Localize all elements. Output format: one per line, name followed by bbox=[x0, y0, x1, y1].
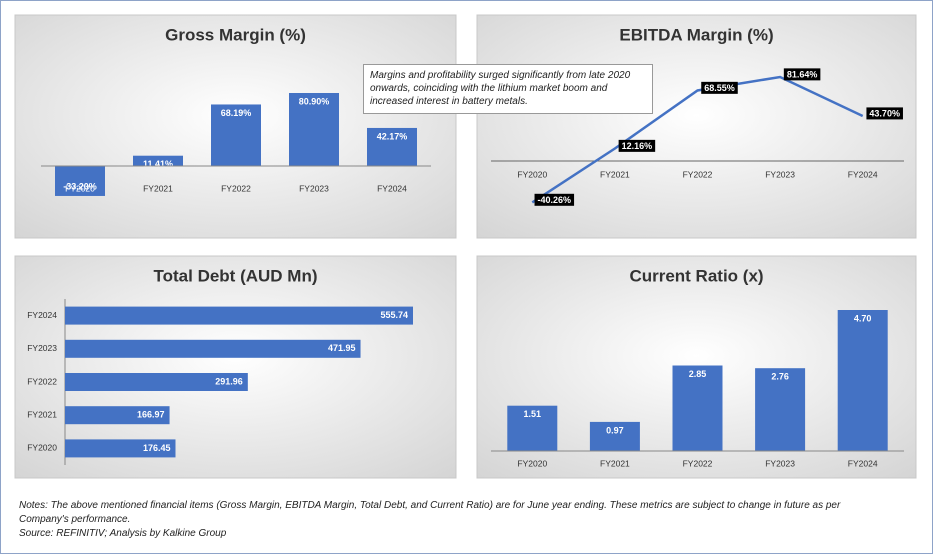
label-box bbox=[783, 68, 821, 81]
bar bbox=[672, 365, 723, 451]
value-label: 291.96 bbox=[215, 376, 243, 386]
label-box bbox=[534, 193, 575, 206]
value-label: 2.76 bbox=[771, 372, 789, 382]
x-tick-label: FY2023 bbox=[765, 169, 795, 179]
x-tick-label: FY2020 bbox=[65, 183, 95, 193]
value-label: -40.26% bbox=[538, 195, 572, 205]
y-tick-label: FY2020 bbox=[27, 443, 57, 453]
bar bbox=[133, 155, 183, 166]
label-box bbox=[866, 107, 903, 120]
bar bbox=[65, 406, 170, 425]
value-label: 68.19% bbox=[221, 108, 252, 118]
value-label: 11.41% bbox=[143, 159, 173, 169]
x-tick-label: FY2024 bbox=[848, 458, 878, 468]
x-tick-label: FY2021 bbox=[143, 183, 173, 193]
x-tick-label: FY2024 bbox=[848, 169, 878, 179]
value-label: 1.51 bbox=[524, 409, 542, 419]
y-tick-label: FY2023 bbox=[27, 343, 57, 353]
x-tick-label: FY2020 bbox=[517, 458, 547, 468]
chart-title: Total Debt (AUD Mn) bbox=[154, 266, 318, 285]
value-label: 80.90% bbox=[299, 96, 330, 106]
value-label: 166.97 bbox=[137, 410, 165, 420]
x-tick-label: FY2023 bbox=[299, 183, 329, 193]
label-box bbox=[618, 139, 656, 152]
y-tick-label: FY2024 bbox=[27, 310, 57, 320]
bar bbox=[65, 439, 176, 458]
annotation: Margins and profitability surged signifi… bbox=[363, 64, 653, 114]
bar bbox=[367, 127, 417, 166]
y-tick-label: FY2021 bbox=[27, 409, 57, 419]
value-label: 68.55% bbox=[704, 83, 735, 93]
value-label: 4.70 bbox=[854, 313, 872, 323]
value-label: 2.85 bbox=[689, 369, 707, 379]
value-label: 555.74 bbox=[380, 310, 408, 320]
value-label: 0.97 bbox=[606, 425, 624, 435]
line bbox=[531, 75, 864, 204]
bar bbox=[755, 368, 806, 451]
chart-title: EBITDA Margin (%) bbox=[619, 25, 773, 44]
bar bbox=[65, 373, 248, 391]
bar bbox=[507, 405, 558, 451]
x-tick-label: FY2024 bbox=[377, 183, 407, 193]
bar bbox=[211, 104, 261, 166]
label-box bbox=[701, 81, 738, 94]
chart-title: Current Ratio (x) bbox=[629, 266, 763, 285]
notes-block: Notes: The above mentioned financial ite… bbox=[19, 499, 849, 541]
x-tick-label: FY2022 bbox=[683, 458, 713, 468]
bar bbox=[65, 339, 361, 358]
y-tick-label: FY2022 bbox=[27, 376, 57, 386]
x-tick-label: FY2020 bbox=[517, 169, 547, 179]
x-tick-label: FY2021 bbox=[600, 458, 630, 468]
value-label: 43.70% bbox=[869, 108, 900, 118]
bar bbox=[289, 93, 339, 166]
source: Source: REFINITIV; Analysis by Kalkine G… bbox=[19, 528, 227, 539]
value-label: 42.17% bbox=[377, 131, 408, 141]
x-tick-label: FY2022 bbox=[683, 169, 713, 179]
bar bbox=[837, 310, 888, 451]
value-label: -33.20% bbox=[63, 181, 97, 191]
chart-title: Gross Margin (%) bbox=[165, 25, 306, 44]
bar bbox=[55, 166, 105, 196]
value-label: 471.95 bbox=[328, 343, 356, 353]
x-tick-label: FY2023 bbox=[765, 458, 795, 468]
value-label: 176.45 bbox=[143, 443, 171, 453]
value-label: 81.64% bbox=[787, 69, 818, 79]
x-tick-label: FY2021 bbox=[600, 169, 630, 179]
bar bbox=[589, 421, 640, 451]
bar bbox=[65, 306, 413, 325]
notes: Notes: The above mentioned financial ite… bbox=[19, 500, 841, 525]
value-label: 12.16% bbox=[622, 141, 653, 151]
x-tick-label: FY2022 bbox=[221, 183, 251, 193]
